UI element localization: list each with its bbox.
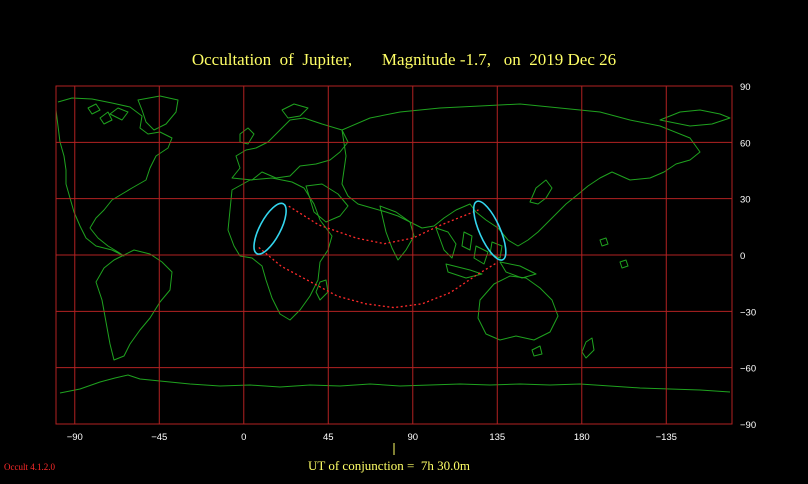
west-africa-region xyxy=(253,202,287,255)
coastline-asia xyxy=(341,103,701,247)
latitude-tick-label: 30 xyxy=(740,195,751,206)
latitude-axis: 90 60 30 0 −30 −60 −90 xyxy=(740,82,756,431)
longitude-tick-label: 45 xyxy=(323,432,334,443)
title-object: Occultation of Jupiter, xyxy=(191,50,353,69)
title-magnitude: Magnitude -1.7, xyxy=(381,50,491,69)
southern-limit-path xyxy=(258,247,498,309)
latitude-tick-label: 0 xyxy=(740,251,745,262)
occultation-regions xyxy=(253,200,507,261)
occultation-paths xyxy=(258,205,498,309)
coastline-antarctica xyxy=(59,374,731,394)
coastline-south-america xyxy=(95,249,173,361)
latitude-tick-label: −30 xyxy=(740,307,756,318)
coastline-africa xyxy=(227,177,333,321)
longitude-tick-label: −135 xyxy=(656,432,677,443)
coastline-australia xyxy=(477,275,559,341)
coastline-north-america xyxy=(56,97,173,257)
latitude-tick-label: 60 xyxy=(740,138,751,149)
longitude-tick-label: 180 xyxy=(574,432,590,443)
longitude-tick-label: 90 xyxy=(407,432,418,443)
coastline-india xyxy=(379,205,415,261)
coastlines xyxy=(56,95,731,394)
title-date: on 2019 Dec 26 xyxy=(503,50,617,69)
east-asia-region xyxy=(472,200,507,261)
map-grid xyxy=(55,85,733,425)
latitude-tick-label: −60 xyxy=(740,364,756,375)
longitude-tick-label: 135 xyxy=(489,432,505,443)
longitude-tick-label: −90 xyxy=(67,432,83,443)
longitude-tick-label: −45 xyxy=(151,432,167,443)
longitude-axis: −90 −45 0 45 90 135 180 −135 xyxy=(67,432,677,443)
longitude-tick-label: 0 xyxy=(241,432,246,443)
version-label: Occult 4.1.2.0 xyxy=(4,462,55,472)
northern-limit-path xyxy=(288,205,479,245)
coastline-europe xyxy=(231,117,349,181)
latitude-tick-label: 90 xyxy=(740,82,751,93)
coastline-greenland xyxy=(137,95,179,131)
map-title: Occultation of Jupiter, Magnitude -1.7, … xyxy=(0,50,808,70)
latitude-tick-label: −90 xyxy=(740,420,756,431)
coastline-japan xyxy=(529,179,553,205)
conjunction-time: UT of conjunction = 7h 30.0m xyxy=(308,458,470,473)
